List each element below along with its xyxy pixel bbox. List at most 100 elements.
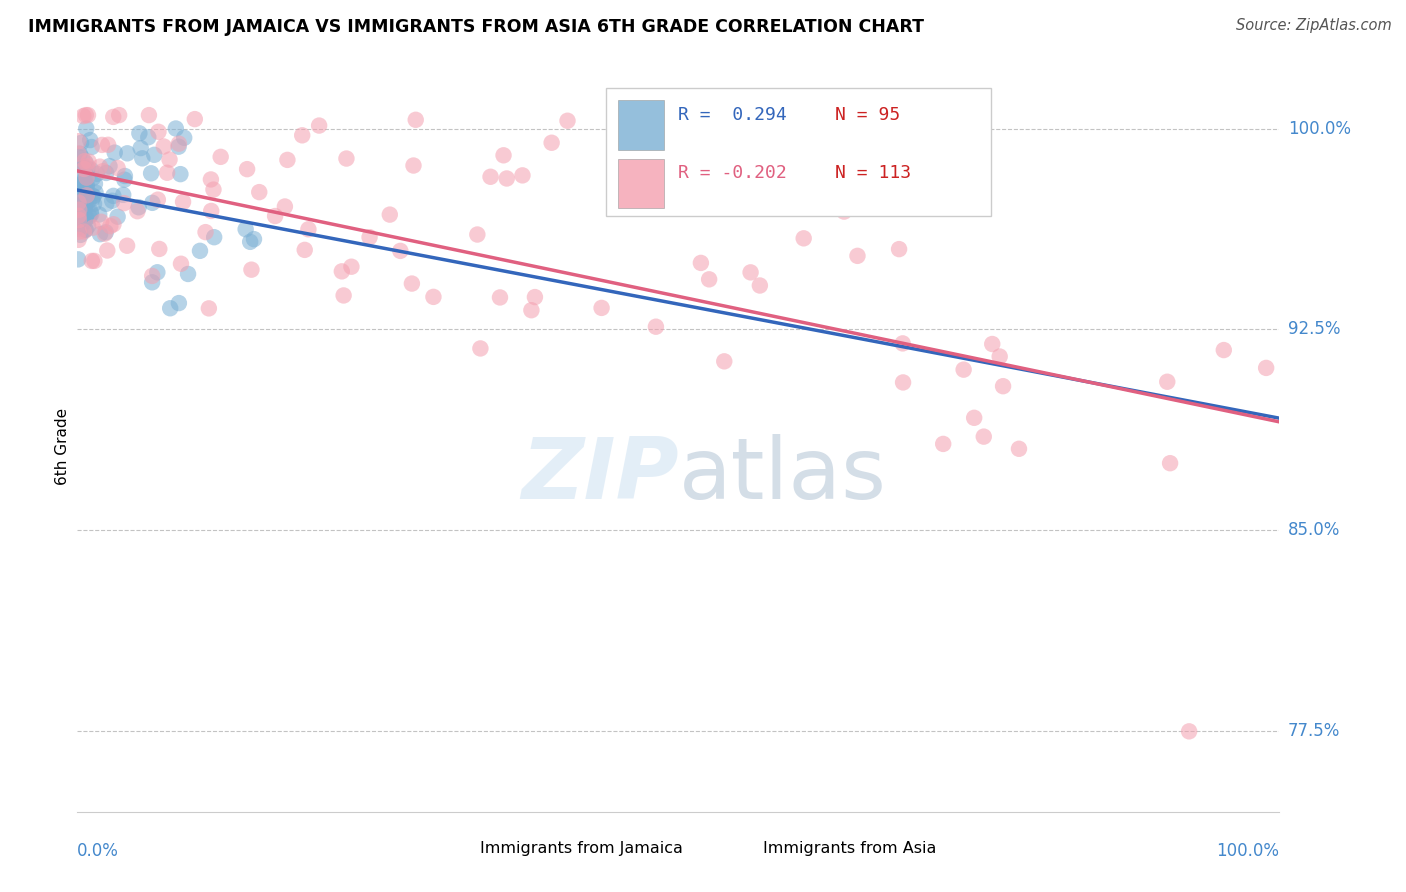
Point (80, 162, 103, 177)
Point (247, 185, 270, 199)
Point (66, 219, 89, 234)
Point (70, 203, 93, 218)
Point (73, 201, 96, 215)
Point (112, 172, 135, 186)
Point (75, 108, 97, 122)
Point (1178, 724, 1201, 739)
Point (72, 109, 94, 123)
Point (467, 227, 489, 242)
Point (489, 290, 512, 304)
Point (67, 252, 90, 267)
Point (202, 230, 225, 244)
Point (740, 265, 762, 279)
Point (138, 108, 160, 122)
Point (80, 254, 103, 268)
Point (146, 265, 169, 279)
Point (70, 186, 93, 200)
Point (76, 159, 98, 173)
Point (103, 189, 125, 203)
Point (72, 192, 94, 206)
Point (107, 161, 129, 175)
Point (294, 243, 316, 257)
Point (70, 199, 93, 213)
Point (69, 156, 91, 170)
Point (540, 136, 562, 150)
Point (202, 183, 225, 197)
Point (748, 278, 770, 293)
Point (98, 219, 121, 233)
Point (73, 176, 96, 190)
Point (117, 146, 139, 161)
Point (713, 354, 735, 368)
Point (67, 134, 90, 148)
Point (104, 145, 127, 160)
Point (77, 154, 100, 169)
Point (73, 154, 96, 169)
Point (77, 194, 100, 208)
Point (72, 180, 94, 194)
Point (143, 148, 166, 162)
Point (188, 244, 211, 258)
Point (89, 227, 111, 242)
Text: N = 95: N = 95 (835, 106, 900, 124)
Point (689, 256, 711, 270)
Point (832, 204, 855, 219)
Point (637, 194, 659, 208)
Point (512, 169, 534, 183)
Point (492, 148, 515, 162)
Point (72, 166, 94, 180)
Point (887, 242, 910, 256)
Point (167, 296, 190, 310)
Point (146, 193, 169, 207)
Point (112, 187, 135, 202)
Point (148, 125, 170, 139)
Point (67, 146, 90, 161)
Point (76, 170, 98, 185)
Point (167, 139, 190, 153)
Point (91, 164, 114, 178)
Point (76, 161, 98, 176)
Point (67, 213, 90, 227)
Point (378, 208, 401, 222)
Point (82, 171, 104, 186)
Point (359, 230, 381, 244)
Point (136, 130, 159, 145)
Point (194, 225, 217, 239)
Point (114, 169, 136, 183)
Point (73, 160, 96, 174)
Point (73, 161, 96, 176)
Point (1256, 360, 1278, 375)
Point (98, 159, 121, 173)
Point (1212, 343, 1234, 357)
Point (131, 152, 153, 166)
Point (952, 362, 974, 376)
Point (170, 257, 193, 271)
Point (330, 264, 353, 278)
Text: Source: ZipAtlas.com: Source: ZipAtlas.com (1236, 18, 1392, 33)
Point (79, 210, 101, 224)
Point (846, 249, 869, 263)
Point (73, 214, 96, 228)
Point (76, 188, 98, 202)
Point (891, 376, 914, 390)
Point (209, 150, 232, 164)
Point (389, 244, 412, 258)
Text: ZIP: ZIP (520, 434, 679, 516)
Point (67, 202, 90, 216)
Text: 0.0%: 0.0% (77, 842, 120, 860)
Point (932, 437, 955, 451)
FancyBboxPatch shape (619, 100, 664, 150)
Point (67, 178, 90, 192)
Point (1008, 442, 1031, 456)
Point (75, 222, 97, 236)
Point (73, 196, 96, 211)
Point (148, 242, 170, 256)
Point (591, 301, 613, 315)
Point (128, 126, 150, 140)
Point (297, 222, 319, 236)
Point (67, 150, 90, 164)
Point (80, 140, 103, 154)
Point (82, 192, 104, 206)
Point (73, 161, 96, 176)
Point (69, 146, 91, 161)
